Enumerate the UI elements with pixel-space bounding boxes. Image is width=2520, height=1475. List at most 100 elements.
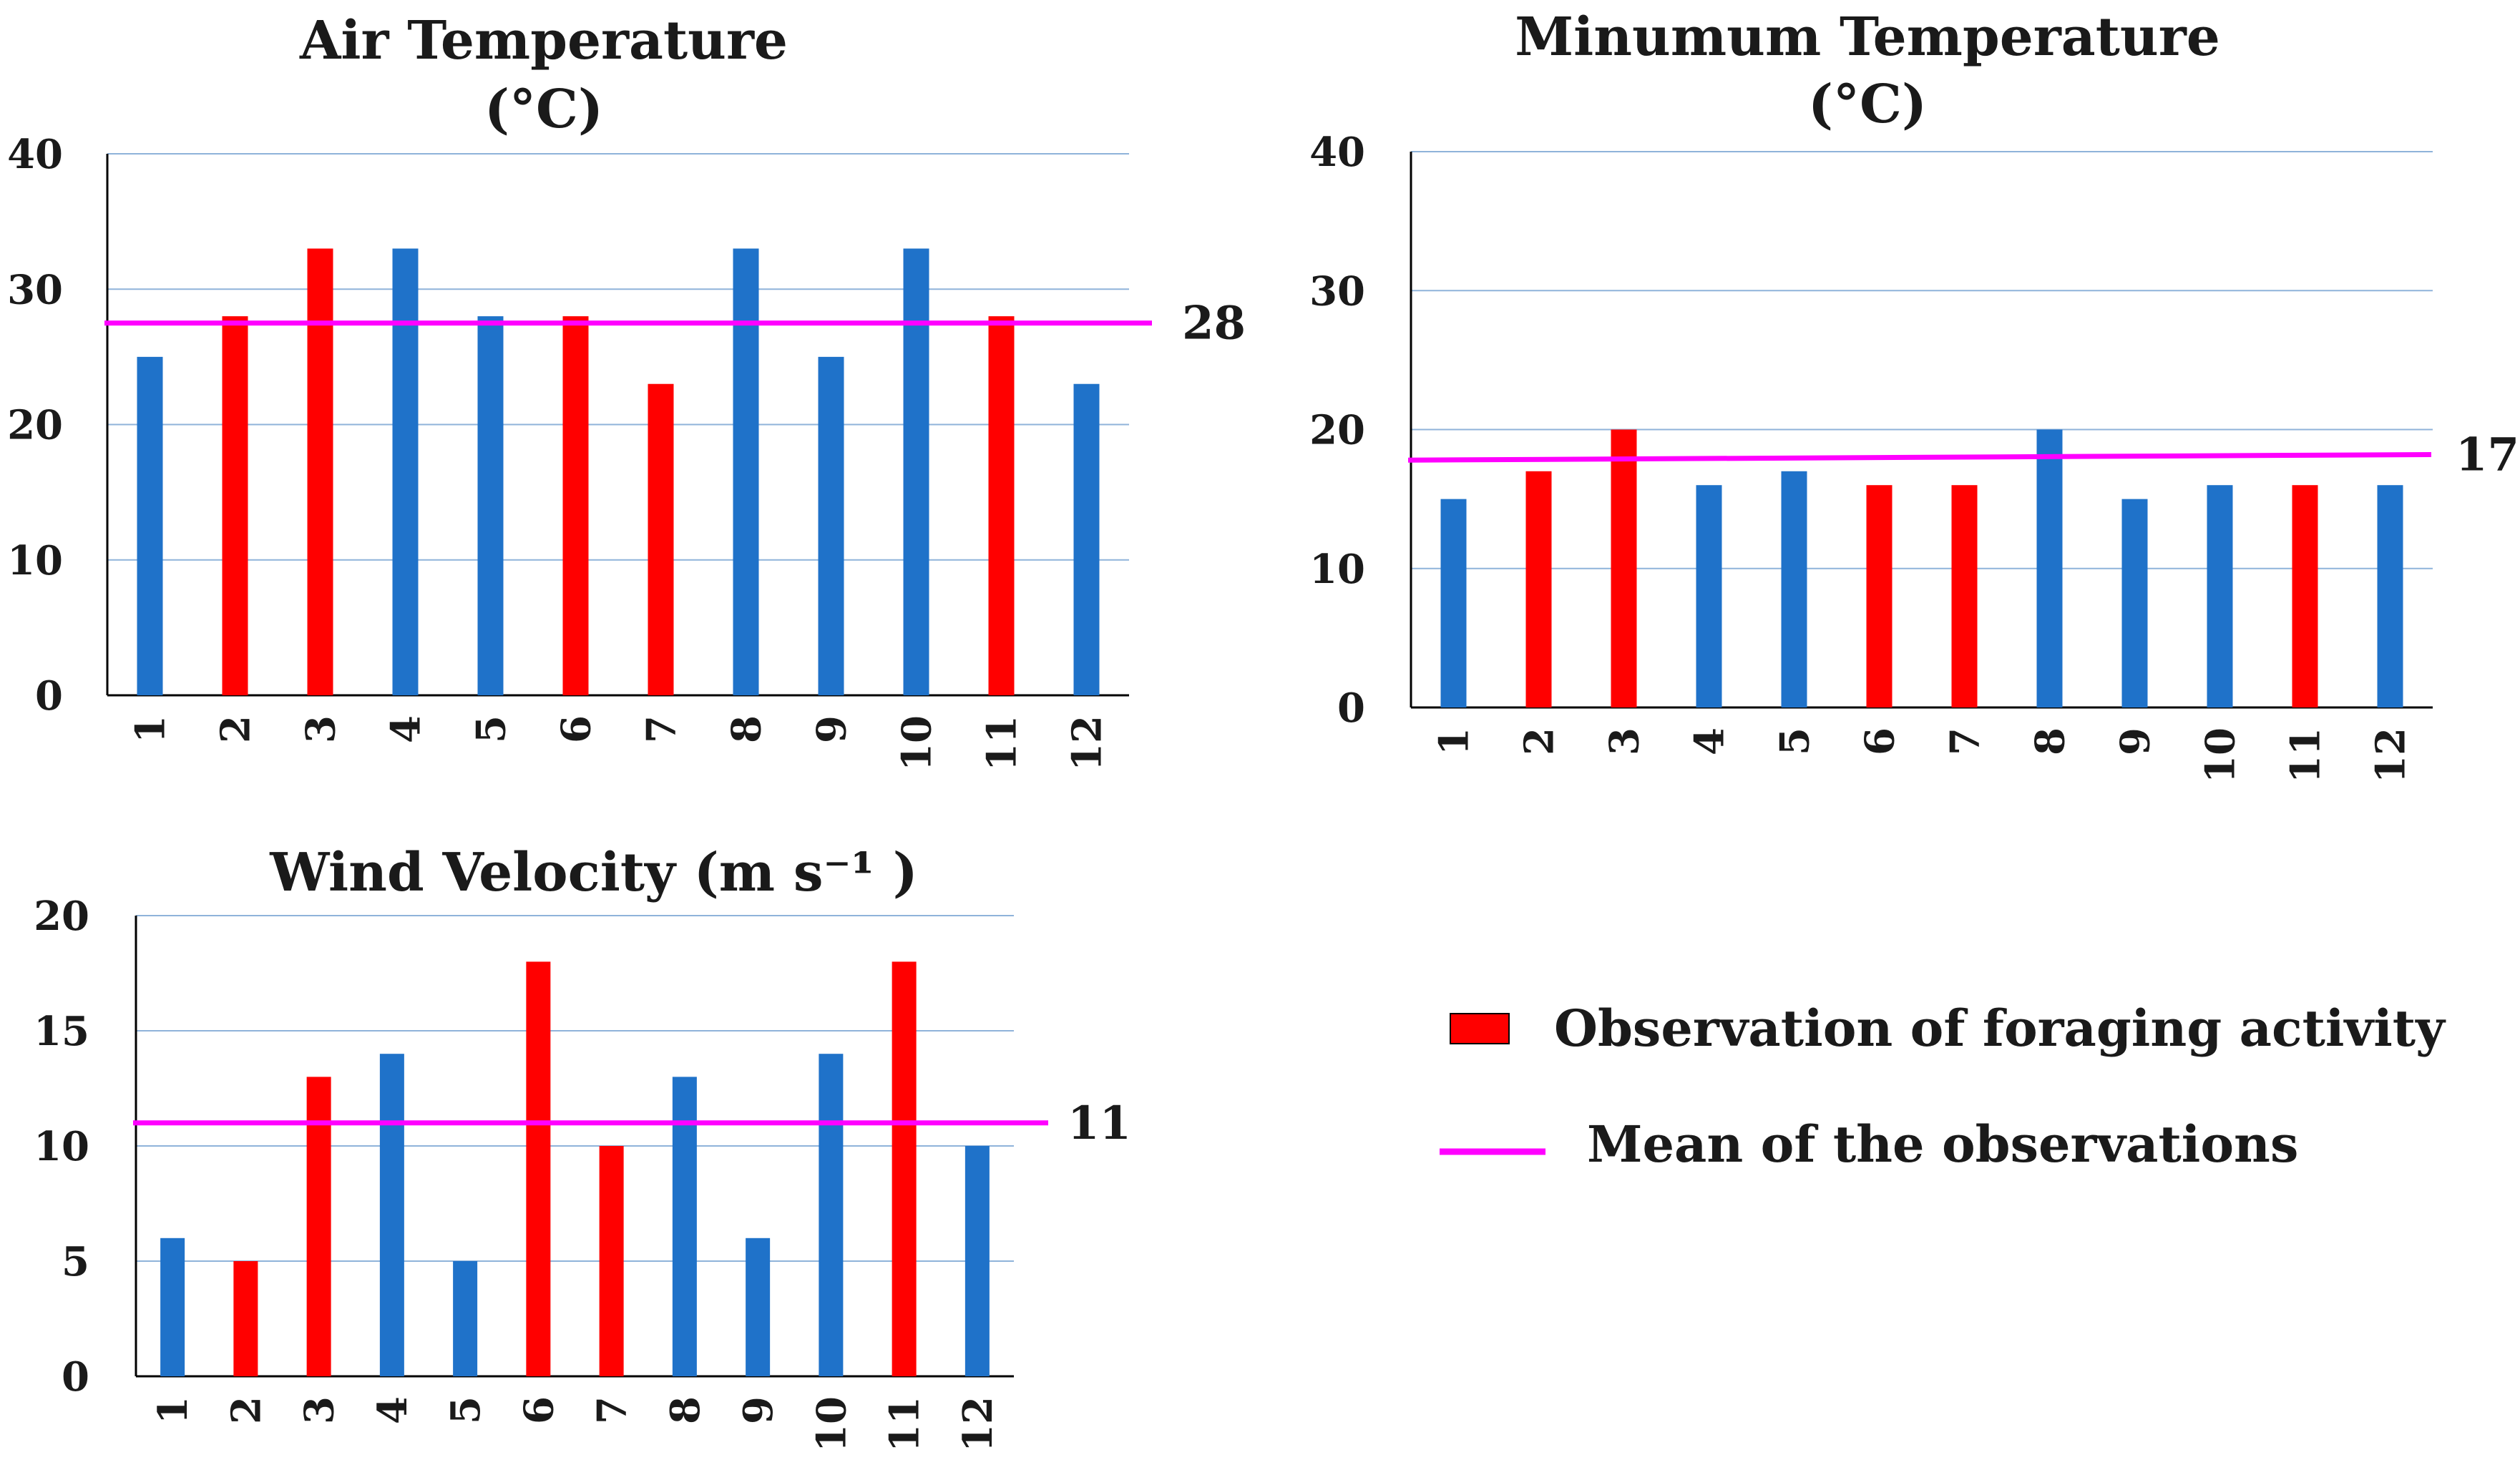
bar-4 <box>392 248 419 696</box>
x-tick-label: 9 <box>809 715 856 743</box>
chart-title-line: Wind Velocity (m s⁻¹ ) <box>269 842 918 903</box>
y-tick-label: 10 <box>7 537 63 584</box>
bar-3 <box>307 248 333 696</box>
y-tick-label: 30 <box>7 266 63 313</box>
bar-10 <box>903 248 929 696</box>
bar-11 <box>2292 485 2318 707</box>
y-tick-label: 5 <box>62 1238 89 1285</box>
mean-value-label: 17 <box>2456 428 2519 481</box>
y-tick-label: 40 <box>1309 129 1365 176</box>
x-tick-label: 7 <box>1942 727 1989 755</box>
x-tick-label: 10 <box>808 1396 855 1452</box>
x-tick-label: 2 <box>223 1396 270 1424</box>
x-tick-label: 12 <box>2368 727 2415 783</box>
bar-4 <box>379 1054 404 1376</box>
bar-5 <box>477 316 504 696</box>
x-tick-label: 9 <box>735 1396 782 1424</box>
y-tick-label: 20 <box>1309 407 1365 454</box>
bar-3 <box>1611 429 1637 707</box>
x-tick-label: 7 <box>638 715 685 743</box>
bar-7 <box>1951 485 1978 707</box>
bar-4 <box>1696 485 1722 707</box>
y-tick-label: 10 <box>34 1123 89 1170</box>
x-tick-label: 2 <box>213 715 260 743</box>
bar-2 <box>233 1261 258 1376</box>
y-tick-label: 0 <box>1337 685 1365 732</box>
bar-9 <box>818 356 844 695</box>
x-tick-label: 4 <box>369 1396 416 1424</box>
y-tick-label: 0 <box>35 672 63 720</box>
x-tick-label: 7 <box>589 1396 636 1424</box>
x-tick-label: 4 <box>1686 727 1734 755</box>
x-tick-label: 3 <box>296 1396 343 1424</box>
mean-line <box>1407 451 2432 463</box>
y-tick-label: 10 <box>1309 546 1365 593</box>
y-tick-label: 15 <box>34 1008 89 1055</box>
x-tick-label: 12 <box>1064 715 1111 771</box>
bar-9 <box>2121 499 2148 707</box>
legend-swatch-foraging <box>1450 1013 1510 1044</box>
x-tick-label: 11 <box>881 1396 929 1452</box>
bar-7 <box>648 383 674 695</box>
y-tick-label: 0 <box>62 1353 89 1401</box>
x-tick-label: 1 <box>1431 727 1478 755</box>
bar-10 <box>819 1054 844 1376</box>
bar-2 <box>222 316 248 696</box>
x-tick-label: 10 <box>894 715 941 771</box>
bar-1 <box>1440 499 1467 707</box>
x-tick-label: 1 <box>150 1396 197 1424</box>
x-tick-label: 8 <box>2027 727 2074 755</box>
bar-6 <box>526 961 551 1376</box>
bar-9 <box>746 1238 771 1376</box>
bar-1 <box>160 1238 185 1376</box>
x-tick-label: 5 <box>1772 727 1819 755</box>
y-tick-label: 40 <box>7 131 63 178</box>
mean-value-label: 28 <box>1182 297 1246 351</box>
x-tick-label: 4 <box>383 715 430 743</box>
bar-7 <box>599 1146 624 1376</box>
bar-6 <box>562 316 589 696</box>
x-tick-label: 3 <box>1601 727 1649 755</box>
x-tick-label: 6 <box>553 715 600 743</box>
bar-1 <box>137 356 163 695</box>
x-tick-label: 5 <box>468 715 515 743</box>
bar-5 <box>453 1261 478 1376</box>
legend-label-foraging: Observation of foraging activity <box>1554 999 2446 1058</box>
legend: Observation of foraging activity Mean of… <box>1440 999 2446 1174</box>
y-tick-label: 20 <box>7 402 63 449</box>
y-tick-label: 20 <box>34 893 89 940</box>
x-tick-label: 6 <box>515 1396 562 1424</box>
bar-8 <box>733 248 759 696</box>
bar-11 <box>892 961 917 1376</box>
x-tick-label: 11 <box>979 715 1026 771</box>
bar-11 <box>988 316 1015 696</box>
bar-8 <box>672 1077 697 1376</box>
bar-10 <box>2207 485 2233 707</box>
bar-8 <box>2036 429 2063 707</box>
x-tick-label: 8 <box>723 715 771 743</box>
legend-label-mean: Mean of the observations <box>1587 1114 2298 1174</box>
chart-title-line: (°C) <box>1808 74 1927 135</box>
x-tick-label: 11 <box>2282 727 2330 783</box>
x-tick-label: 2 <box>1516 727 1563 755</box>
bar-6 <box>1866 485 1893 707</box>
bar-12 <box>2377 485 2403 707</box>
bar-3 <box>306 1077 331 1376</box>
bar-2 <box>1525 471 1552 707</box>
x-tick-label: 5 <box>442 1396 489 1424</box>
x-tick-label: 6 <box>1857 727 1904 755</box>
x-tick-label: 3 <box>298 715 345 743</box>
y-tick-label: 30 <box>1309 268 1365 315</box>
bar-12 <box>964 1146 990 1376</box>
bar-12 <box>1073 383 1100 695</box>
bar-5 <box>1781 471 1807 707</box>
chart-title-line: Minumum Temperature <box>1515 6 2220 68</box>
x-tick-label: 9 <box>2112 727 2159 755</box>
x-tick-label: 10 <box>2197 727 2245 783</box>
chart-title-line: Air Temperature <box>299 10 788 72</box>
